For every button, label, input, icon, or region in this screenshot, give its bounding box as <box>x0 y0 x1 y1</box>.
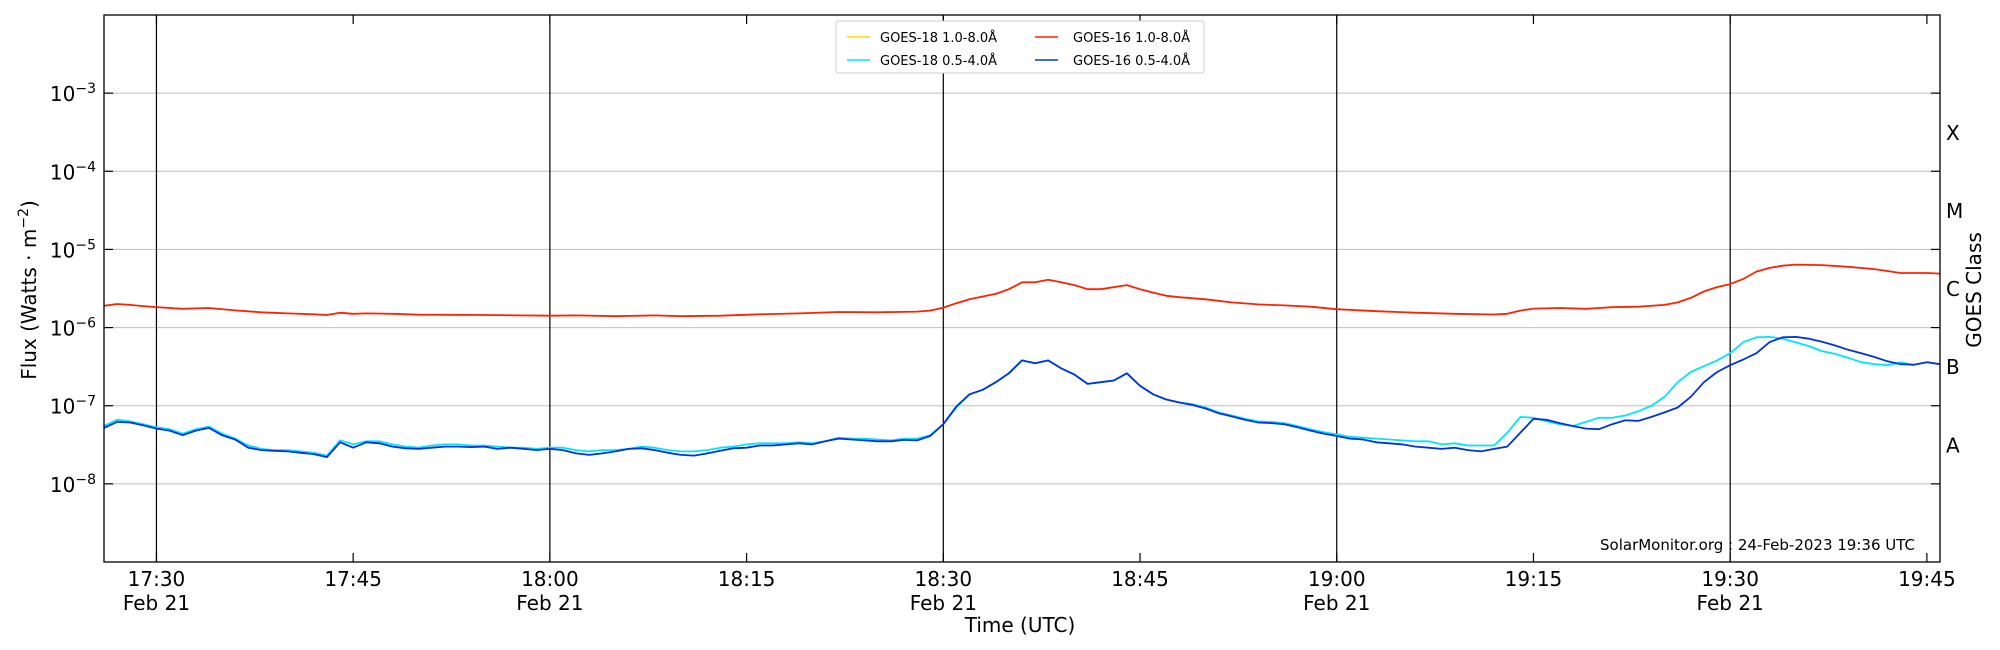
goes-class-X: X <box>1946 121 1960 145</box>
y-tick-label-4: 10−4 <box>50 159 96 184</box>
goes-class-labels: A B C M X <box>1946 121 1963 458</box>
series-line-1 <box>103 336 1915 457</box>
series-line-3 <box>103 336 1941 458</box>
x-tick-date-2: Feb 21 <box>516 591 583 615</box>
y-axis-title: Flux (Watts · m−2) <box>16 200 41 380</box>
y-tick-label-0: 10−8 <box>50 472 96 497</box>
legend-label-goes18-long: GOES-18 1.0-8.0Å <box>880 30 997 46</box>
y-tick-label-1: 10−7 <box>50 394 96 419</box>
goes-class-A: A <box>1946 433 1960 457</box>
x-tick-date-6: Feb 21 <box>1303 591 1370 615</box>
x-axis-title: Time (UTC) <box>964 613 1076 637</box>
goes-class-C: C <box>1946 277 1960 301</box>
grid-layer <box>104 92 1940 485</box>
legend-label-goes16-long: GOES-16 1.0-8.0Å <box>1073 30 1190 46</box>
legend: GOES-18 1.0-8.0Å GOES-18 0.5-4.0Å GOES-1… <box>835 20 1205 74</box>
goes-class-axis-title: GOES Class <box>1962 232 1986 348</box>
x-tick-label-9: 19:45 <box>1898 567 1956 591</box>
legend-label-goes18-short: GOES-18 0.5-4.0Å <box>880 53 997 69</box>
x-tick-label-8: 19:30 <box>1701 567 1759 591</box>
legend-label-goes16-short: GOES-16 0.5-4.0Å <box>1073 53 1190 69</box>
x-tick-label-3: 18:15 <box>718 567 776 591</box>
x-tick-date-4: Feb 21 <box>910 591 977 615</box>
vertical-lines-layer <box>155 15 1731 562</box>
credit-text: SolarMonitor.org : 24-Feb-2023 19:36 UTC <box>1600 536 1915 554</box>
legend-box <box>835 20 1205 74</box>
x-tick-label-6: 19:00 <box>1308 567 1366 591</box>
x-tick-label-5: 18:45 <box>1111 567 1169 591</box>
y-tick-label-2: 10−6 <box>50 316 96 341</box>
y-tick-label-5: 10−3 <box>50 81 96 106</box>
x-tick-label-7: 19:15 <box>1505 567 1563 591</box>
goes-class-B: B <box>1946 355 1960 379</box>
x-tick-date-8: Feb 21 <box>1697 591 1764 615</box>
y-axis-title-main: Flux (Watts · m <box>17 229 41 380</box>
x-tick-label-2: 18:00 <box>521 567 579 591</box>
y-axis-title-close: ) <box>17 200 41 208</box>
y-axis-title-exponent: −2 <box>16 208 32 229</box>
plot-frame <box>103 14 1941 563</box>
x-tick-label-4: 18:30 <box>914 567 972 591</box>
y-axis: 10−8 10−7 10−6 10−5 10−4 10−3 <box>50 81 1940 497</box>
x-tick-label-1: 17:45 <box>324 567 382 591</box>
x-tick-date-0: Feb 21 <box>123 591 190 615</box>
series-line-2 <box>103 263 1941 318</box>
y-tick-label-3: 10−5 <box>50 237 96 262</box>
series-layer <box>103 263 1941 458</box>
goes-class-M: M <box>1946 199 1963 223</box>
x-tick-label-0: 17:30 <box>128 567 186 591</box>
